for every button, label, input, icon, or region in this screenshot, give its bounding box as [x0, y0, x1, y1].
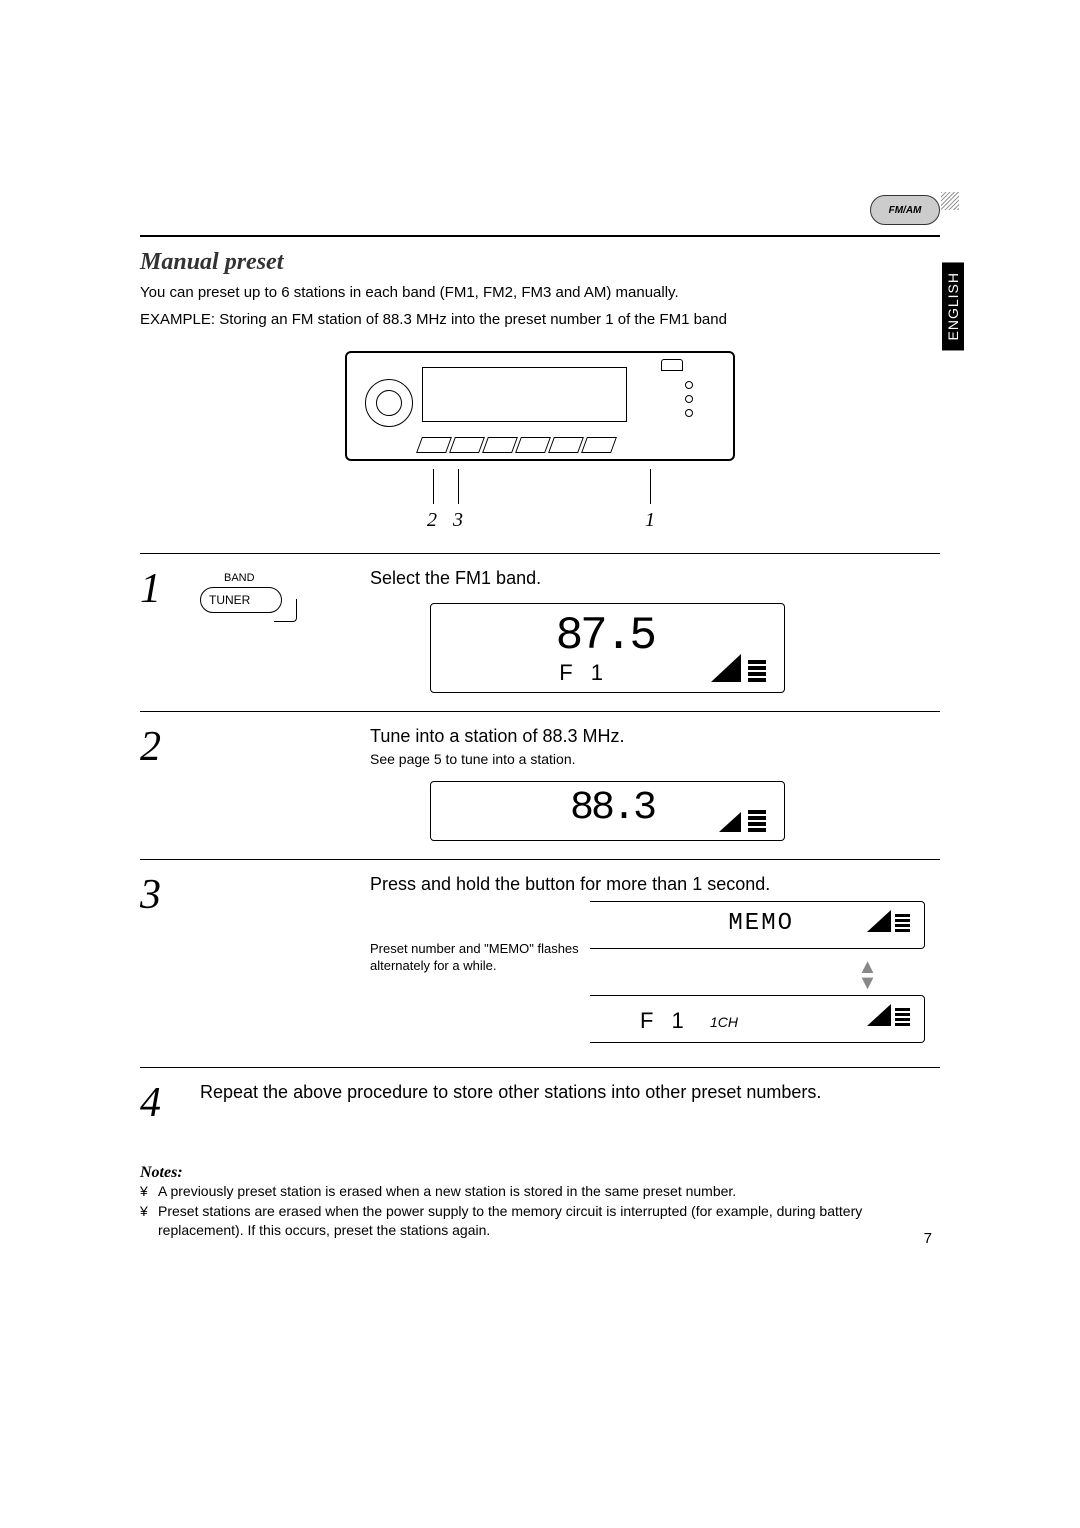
band-label: BAND	[224, 572, 282, 584]
lcd-display-2: 88.3	[430, 781, 785, 841]
lcd-bars-icon-2	[719, 808, 766, 832]
notes-list: ¥ A previously preset station is erased …	[140, 1182, 940, 1241]
step-3-note: Preset number and "MEMO" flashes alterna…	[370, 895, 580, 975]
device-preset-buttons-icon	[419, 437, 614, 453]
note-text-2: Preset stations are erased when the powe…	[158, 1202, 940, 1241]
step-3-button-col	[200, 874, 370, 1049]
callout-2: 2	[427, 509, 437, 532]
step-3-instruction: Press and hold the button for more than …	[370, 874, 940, 895]
note-item-1: ¥ A previously preset station is erased …	[140, 1182, 940, 1202]
lcd-f1-text: F 1	[640, 1008, 690, 1034]
section-title: Manual preset	[140, 249, 940, 276]
step-4-instruction: Repeat the above procedure to store othe…	[200, 1082, 934, 1103]
lcd-display-1: 87.5 F 1	[430, 603, 785, 693]
device-illustration	[345, 351, 735, 461]
bullet-icon: ¥	[140, 1182, 158, 1202]
step-2-instruction: Tune into a station of 88.3 MHz.	[370, 726, 624, 746]
step-3-lcds: MEMO ▲▼ F 1 1CH	[590, 895, 925, 1049]
step-2-number: 2	[140, 726, 200, 841]
lcd-memo: MEMO	[590, 901, 925, 949]
language-tab: ENGLISH	[942, 262, 964, 350]
lcd-memo-bars-icon	[867, 910, 910, 932]
callout-lines	[345, 469, 735, 509]
callout-numbers: 2 3 1	[345, 509, 735, 533]
lcd-f1ch: F 1 1CH	[590, 995, 925, 1043]
step-1-content: Select the FM1 band. 87.5 F 1	[370, 568, 940, 693]
badge-label: FM/AM	[889, 205, 922, 216]
step-3-inner: Preset number and "MEMO" flashes alterna…	[370, 895, 940, 1049]
step-1-instruction: Select the FM1 band.	[370, 568, 541, 588]
step-2: 2 Tune into a station of 88.3 MHz. See p…	[140, 711, 940, 859]
note-item-2: ¥ Preset stations are erased when the po…	[140, 1202, 940, 1241]
page-number: 7	[924, 1230, 932, 1247]
step-3-number: 3	[140, 874, 200, 1049]
step-4-number: 4	[140, 1082, 200, 1124]
callout-1: 1	[645, 509, 655, 532]
lcd-band-1: F 1	[559, 660, 609, 686]
tuner-button-label: TUNER	[209, 593, 250, 607]
step-2-content: Tune into a station of 88.3 MHz. See pag…	[370, 726, 940, 841]
band-tuner-button-icon: BAND TUNER	[200, 572, 282, 613]
example-text: EXAMPLE: Storing an FM station of 88.3 M…	[140, 309, 940, 332]
lcd-freq-1: 87.5	[556, 610, 654, 662]
step-2-button-col	[200, 726, 370, 841]
step-4: 4 Repeat the above procedure to store ot…	[140, 1067, 940, 1142]
lcd-freq-2: 88.3	[570, 786, 654, 831]
step-2-sub: See page 5 to tune into a station.	[370, 751, 940, 767]
device-dial-icon	[365, 379, 413, 427]
tuner-button-icon: TUNER	[200, 587, 282, 613]
device-dots-icon	[685, 375, 693, 423]
device-eject-icon	[661, 359, 683, 371]
step-1-button-col: BAND TUNER	[200, 568, 370, 693]
note-text-1: A previously preset station is erased wh…	[158, 1182, 736, 1202]
bullet-icon: ¥	[140, 1202, 158, 1241]
fm-am-badge: FM/AM	[870, 195, 940, 225]
step-4-content: Repeat the above procedure to store othe…	[200, 1082, 940, 1124]
lcd-memo-text: MEMO	[728, 910, 794, 937]
lcd-bars-icon	[711, 654, 766, 682]
lcd-f1-bars-icon	[867, 1004, 910, 1026]
top-rule	[140, 235, 940, 237]
step-3: 3 Press and hold the button for more tha…	[140, 859, 940, 1067]
step-1: 1 BAND TUNER Select the FM1 band. 87.5 F…	[140, 553, 940, 711]
intro-text: You can preset up to 6 stations in each …	[140, 282, 940, 305]
updown-arrow-icon: ▲▼	[810, 959, 925, 991]
lcd-ch-text: 1CH	[710, 1014, 738, 1030]
callout-3: 3	[453, 509, 463, 532]
notes-heading: Notes:	[140, 1164, 940, 1182]
step-3-content: Press and hold the button for more than …	[370, 874, 940, 1049]
device-screen-icon	[422, 367, 627, 422]
step-1-number: 1	[140, 568, 200, 693]
page-root: FM/AM ENGLISH Manual preset You can pres…	[0, 0, 1080, 1301]
